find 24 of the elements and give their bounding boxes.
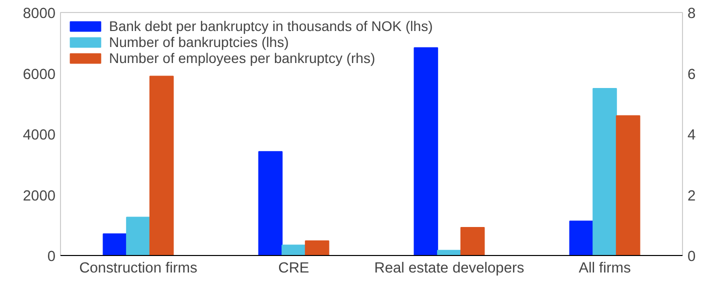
y-tick-label: 8000 bbox=[22, 6, 56, 22]
y2-tick-label: 8 bbox=[688, 6, 696, 22]
bar bbox=[414, 47, 438, 256]
y-tick-label: 0 bbox=[47, 249, 56, 265]
x-tick-label: Construction firms bbox=[79, 260, 198, 276]
y-tick-label: 4000 bbox=[22, 128, 56, 144]
y2-tick-label: 0 bbox=[688, 249, 696, 265]
legend-label: Number of bankruptcies (lhs) bbox=[109, 34, 289, 50]
y2-tick-label: 2 bbox=[688, 188, 696, 204]
y2-tick-label: 4 bbox=[688, 128, 696, 144]
bar bbox=[258, 151, 283, 256]
bar bbox=[460, 227, 485, 256]
x-tick-label: Real estate developers bbox=[374, 260, 524, 276]
y2-tick-label: 6 bbox=[688, 66, 696, 83]
bar bbox=[126, 216, 150, 256]
bar bbox=[149, 76, 174, 256]
bar bbox=[102, 233, 128, 256]
y-tick-label: 6000 bbox=[22, 66, 56, 83]
y-tick-label: 2000 bbox=[22, 188, 56, 204]
legend-label: Number of employees per bankruptcy (rhs) bbox=[109, 50, 376, 66]
x-tick-label: All firms bbox=[578, 260, 631, 276]
legend-label: Bank debt per bankruptcy in thousands of NOK (lhs) bbox=[109, 18, 433, 34]
x-tick-label: CRE bbox=[278, 260, 310, 276]
bar bbox=[569, 220, 594, 256]
